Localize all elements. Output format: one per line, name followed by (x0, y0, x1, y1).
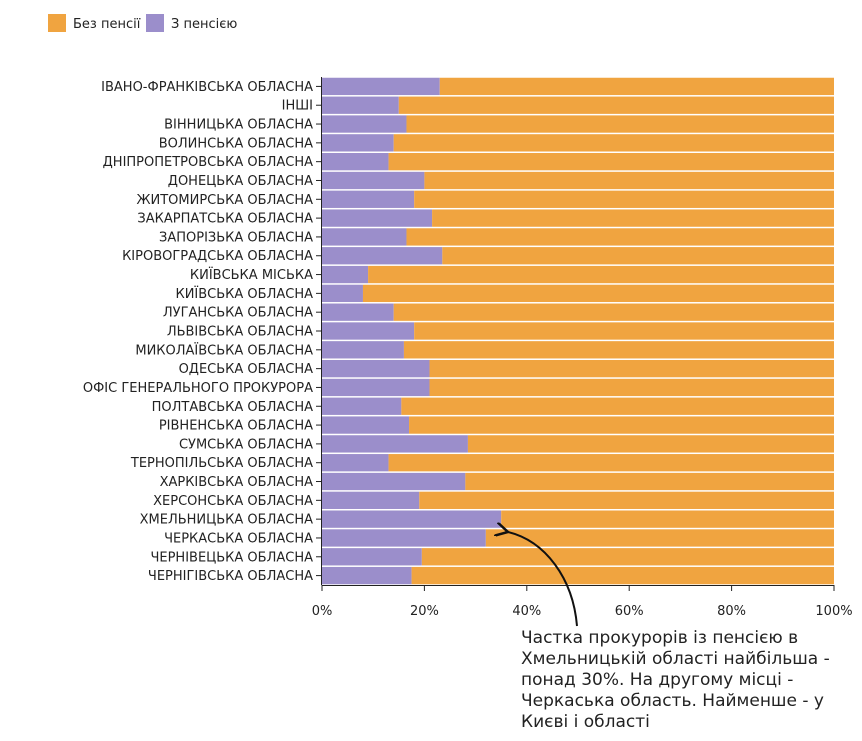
category-label: ІНШІ (282, 99, 313, 114)
bar-with-pension-4 (322, 153, 389, 171)
annotation-text: Частка прокурорів із пенсією в Хмельниць… (521, 628, 830, 732)
bar-with-pension-10 (322, 265, 369, 284)
bar-with-pension-6 (322, 190, 415, 208)
bar-without-pension-1 (398, 96, 834, 114)
x-axis: 0% 20% 40% 60% 80% 100% (312, 585, 853, 619)
bar-with-pension-2 (322, 115, 407, 133)
category-label: ВІННИЦЬКА ОБЛАСНА (164, 118, 313, 133)
bar-without-pension-11 (362, 284, 834, 303)
bar-with-pension-20 (322, 454, 389, 472)
y-axis: ІВАНО-ФРАНКІВСЬКА ОБЛАСНА ІНШІ ВІННИЦЬКА О… (83, 77, 322, 585)
category-label: ДНІПРОПЕТРОВСЬКА ОБЛАСНА (103, 155, 313, 170)
x-tick-label: 20% (410, 604, 439, 619)
legend-label: Без пенсії (73, 17, 141, 32)
bar-without-pension-25 (421, 548, 834, 566)
x-tick-label: 100% (815, 604, 852, 619)
bar-with-pension-23 (322, 510, 502, 528)
legend-label: З пенсією (171, 17, 237, 32)
bar-without-pension-12 (393, 303, 834, 321)
bar-with-pension-25 (322, 548, 422, 566)
category-label: КІРОВОГРАДСЬКА ОБЛАСНА (122, 249, 313, 264)
bar-without-pension-10 (368, 265, 834, 284)
x-tick-label: 40% (512, 604, 541, 619)
bar-with-pension-19 (322, 435, 468, 453)
bar-with-pension-22 (322, 491, 420, 509)
x-tick-label: 60% (615, 604, 644, 619)
bar-without-pension-5 (424, 171, 834, 190)
bar-without-pension-20 (388, 454, 834, 472)
category-label: ВОЛИНСЬКА ОБЛАСНА (159, 136, 313, 151)
bar-without-pension-23 (501, 510, 834, 528)
bar-without-pension-19 (467, 435, 834, 453)
bar-with-pension-24 (322, 529, 486, 547)
bar-with-pension-17 (322, 397, 402, 415)
category-label: ТЕРНОПІЛЬСЬКА ОБЛАСНА (130, 456, 313, 471)
bar-without-pension-18 (409, 416, 834, 434)
category-label: ЛЬВІВСЬКА ОБЛАСНА (167, 325, 313, 340)
bar-without-pension-0 (439, 77, 834, 96)
category-label: ЛУГАНСЬКА ОБЛАСНА (163, 306, 313, 321)
bar-without-pension-16 (429, 378, 834, 397)
category-label: ОДЕСЬКА ОБЛАСНА (179, 362, 314, 377)
category-label: ХАРКІВСЬКА ОБЛАСНА (160, 475, 314, 490)
category-label: ХЕРСОНСЬКА ОБЛАСНА (153, 494, 313, 509)
legend-swatch-without-pension (48, 14, 66, 32)
bar-with-pension-8 (322, 228, 407, 246)
bar-without-pension-24 (485, 529, 834, 547)
bar-without-pension-8 (406, 228, 834, 246)
bar-with-pension-15 (322, 359, 430, 378)
bar-without-pension-17 (401, 397, 834, 415)
bar-with-pension-9 (322, 247, 443, 265)
category-label: ЗАПОРІЗЬКА ОБЛАСНА (159, 230, 313, 245)
bar-without-pension-14 (403, 341, 834, 359)
bars-group (322, 77, 834, 585)
bar-with-pension-16 (322, 378, 430, 397)
category-label: КИЇВСЬКА МІСЬКА (190, 267, 313, 283)
x-tick-label: 80% (717, 604, 746, 619)
bar-without-pension-7 (432, 209, 834, 227)
bar-with-pension-21 (322, 472, 466, 491)
bar-without-pension-22 (419, 491, 834, 509)
category-label: ХМЕЛЬНИЦЬКА ОБЛАСНА (140, 513, 313, 528)
annotation-arrow (508, 532, 578, 627)
category-label: ЗАКАРПАТСЬКА ОБЛАСНА (137, 212, 313, 227)
legend: Без пенсії З пенсією (48, 14, 237, 32)
category-label: РІВНЕНСЬКА ОБЛАСНА (159, 419, 313, 434)
category-label: ЧЕРКАСЬКА ОБЛАСНА (164, 531, 313, 546)
bar-with-pension-1 (322, 96, 399, 114)
category-label: ДОНЕЦЬКА ОБЛАСНА (168, 174, 313, 189)
bar-without-pension-21 (465, 472, 834, 491)
bar-with-pension-0 (322, 77, 440, 96)
bar-without-pension-6 (414, 190, 834, 208)
bar-with-pension-7 (322, 209, 433, 227)
bar-without-pension-2 (406, 115, 834, 133)
category-label: ЧЕРНІВЕЦЬКА ОБЛАСНА (150, 550, 313, 565)
category-label: МИКОЛАЇВСЬКА ОБЛАСНА (135, 342, 313, 358)
bar-without-pension-9 (442, 247, 834, 265)
bar-with-pension-13 (322, 322, 415, 340)
bar-with-pension-12 (322, 303, 394, 321)
bar-with-pension-11 (322, 284, 363, 303)
category-label: ЖИТОМИРСЬКА ОБЛАСНА (137, 193, 314, 208)
bar-without-pension-15 (429, 359, 834, 378)
category-label: КИЇВСЬКА ОБЛАСНА (175, 286, 313, 302)
bar-with-pension-26 (322, 566, 412, 585)
bar-with-pension-18 (322, 416, 410, 434)
bar-with-pension-3 (322, 134, 394, 152)
bar-without-pension-13 (414, 322, 834, 340)
bar-with-pension-14 (322, 341, 404, 359)
category-label: ОФІС ГЕНЕРАЛЬНОГО ПРОКУРОРА (83, 381, 313, 396)
category-label: ІВАНО-ФРАНКІВСЬКА ОБЛАСНА (101, 80, 313, 95)
legend-swatch-with-pension (146, 14, 164, 32)
bar-without-pension-26 (411, 566, 834, 585)
category-label: ПОЛТАВСЬКА ОБЛАСНА (152, 400, 313, 415)
bar-with-pension-5 (322, 171, 425, 190)
x-tick-label: 0% (312, 604, 333, 619)
category-label: ЧЕРНІГІВСЬКА ОБЛАСНА (148, 569, 313, 584)
category-label: СУМСЬКА ОБЛАСНА (179, 437, 313, 452)
bar-without-pension-3 (393, 134, 834, 152)
bar-without-pension-4 (388, 153, 834, 171)
